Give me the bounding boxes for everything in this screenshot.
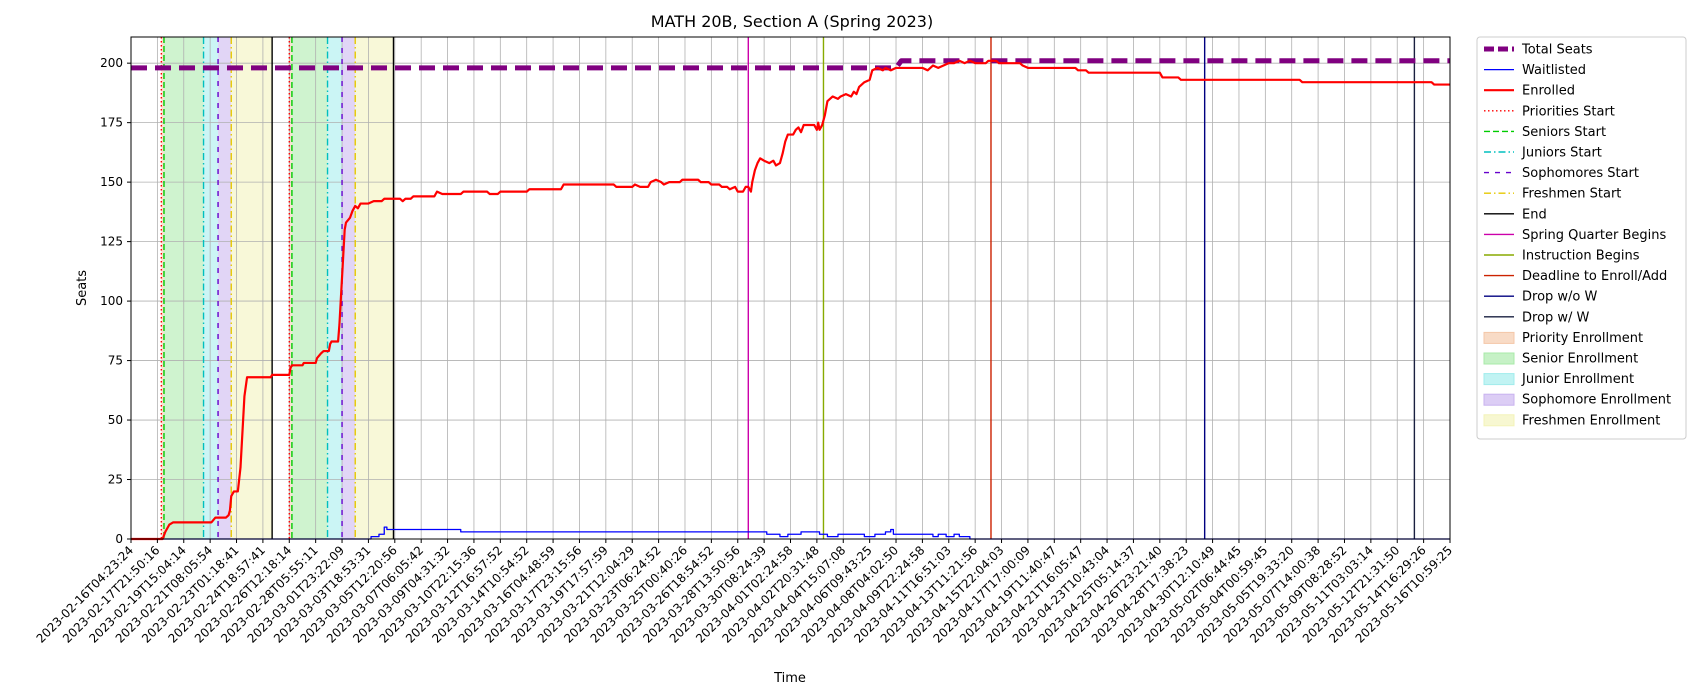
legend-frame (1476, 36, 1687, 440)
legend-label-end: End (1522, 207, 1547, 222)
legend-swatch-senior-enrollment (1483, 352, 1515, 365)
y-ticks: 0 25 50 75 100 125 150 175 200 (100, 56, 131, 546)
legend: Total Seats Waitlisted Enrolled Priorities … (1476, 36, 1687, 440)
legend-swatch-sophomore-enrollment (1483, 393, 1515, 406)
band-priority-enrollment (161, 37, 164, 539)
legend-label-senior-enrollment: Senior Enrollment (1522, 352, 1638, 367)
y-axis-label: Seats (75, 270, 90, 306)
y-tick-label: 125 (100, 235, 123, 249)
legend-label-junior-enrollment: Junior Enrollment (1521, 372, 1634, 387)
legend-label-waitlisted: Waitlisted (1522, 63, 1586, 78)
legend-label-total-seats: Total Seats (1521, 43, 1593, 58)
series-line-enrolled (131, 59, 1450, 541)
y-tick-label: 150 (100, 175, 123, 189)
series-line-total-seats (131, 58, 1450, 71)
x-axis-label: Time (773, 671, 806, 686)
band-freshmen-enrollment (355, 37, 394, 539)
x-ticks: 2023-02-16T04:23:242023-02-17T21:50:1620… (34, 539, 1455, 646)
y-tick-label: 75 (108, 354, 123, 368)
band-junior-enrollment (327, 37, 343, 539)
chart-title: MATH 20B, Section A (Spring 2023) (651, 12, 933, 31)
legend-swatch-junior-enrollment (1483, 373, 1515, 386)
legend-label-juniors-start: Juniors Start (1521, 146, 1602, 161)
legend-label-freshmen-start: Freshmen Start (1522, 187, 1621, 202)
band-junior-enrollment (203, 37, 219, 539)
legend-label-seniors-start: Seniors Start (1522, 125, 1606, 140)
y-tick-label: 0 (115, 532, 123, 546)
legend-label-priority-enrollment: Priority Enrollment (1522, 331, 1643, 346)
legend-label-deadline-to-enroll-add: Deadline to Enroll/Add (1522, 269, 1667, 284)
legend-swatch-freshmen-enrollment (1483, 414, 1515, 427)
band-priority-enrollment (289, 37, 292, 539)
y-tick-label: 200 (100, 56, 123, 70)
series-lines (131, 58, 1450, 541)
legend-label-instruction-begins: Instruction Begins (1522, 249, 1640, 264)
y-tick-label: 100 (100, 294, 123, 308)
event-lines (160, 37, 1416, 539)
legend-swatch-priority-enrollment (1483, 331, 1515, 344)
legend-label-priorities-start: Priorities Start (1522, 104, 1615, 119)
legend-label-drop-w-w: Drop w/ W (1522, 310, 1590, 325)
series-line-waitlisted (131, 526, 1450, 540)
y-tick-label: 25 (108, 473, 123, 487)
y-tick-label: 175 (100, 116, 123, 130)
band-sophomore-enrollment (218, 37, 232, 539)
y-tick-label: 50 (108, 413, 123, 427)
legend-label-spring-quarter-begins: Spring Quarter Begins (1522, 228, 1666, 243)
enrollment-bands (161, 37, 394, 539)
band-sophomore-enrollment (342, 37, 356, 539)
legend-label-sophomore-enrollment: Sophomore Enrollment (1522, 393, 1671, 408)
band-freshmen-enrollment (231, 37, 273, 539)
legend-label-sophomores-start: Sophomores Start (1522, 166, 1639, 181)
legend-label-freshmen-enrollment: Freshmen Enrollment (1522, 413, 1660, 428)
legend-label-enrolled: Enrolled (1522, 84, 1575, 99)
band-senior-enrollment (291, 37, 328, 539)
legend-label-drop-w-o-w: Drop w/o W (1522, 290, 1598, 305)
